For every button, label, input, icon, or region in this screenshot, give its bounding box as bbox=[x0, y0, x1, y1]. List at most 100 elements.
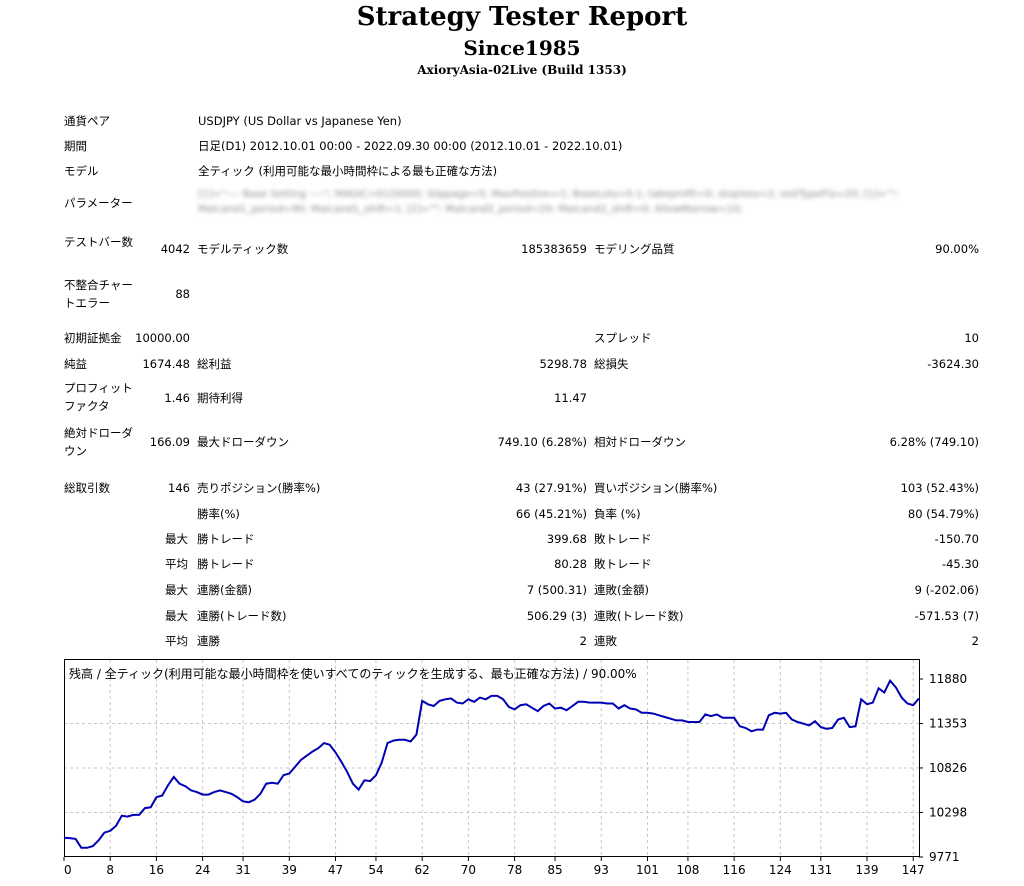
x-tick-label: 47 bbox=[328, 863, 343, 877]
y-tick-label: 11880 bbox=[929, 672, 967, 686]
y-tick-label: 10298 bbox=[929, 806, 967, 820]
x-tick-label: 54 bbox=[368, 863, 383, 877]
spread-value: 10 bbox=[964, 331, 979, 345]
largest-loss-value: -150.70 bbox=[934, 532, 979, 546]
parameters-value-blurred: [1]="---- Base Setting ----"; MAGIC=0120… bbox=[198, 187, 958, 221]
profit-factor-value: 1.46 bbox=[164, 391, 190, 405]
max-drawdown-value: 749.10 (6.28%) bbox=[497, 435, 587, 449]
avg-consec-prefix: 平均 bbox=[165, 634, 188, 648]
absolute-drawdown-label: 絶対ドローダウン bbox=[64, 426, 133, 458]
largest-profit-label: 勝トレード bbox=[197, 532, 255, 546]
profit-trades-label: 勝率(%) bbox=[197, 507, 240, 521]
loss-trades-value: 80 (54.79%) bbox=[907, 507, 979, 521]
largest-prefix: 最大 bbox=[165, 532, 188, 546]
quality-value: 90.00% bbox=[935, 242, 979, 256]
x-tick-label: 139 bbox=[856, 863, 879, 877]
ticks-value: 185383659 bbox=[521, 242, 587, 256]
x-tick-label: 116 bbox=[723, 863, 746, 877]
spread-label: スプレッド bbox=[594, 331, 652, 345]
average-prefix: 平均 bbox=[165, 557, 188, 571]
max-consec-count-prefix: 最大 bbox=[165, 609, 188, 623]
avg-consec-wins-value: 2 bbox=[579, 634, 587, 648]
largest-loss-label: 敗トレード bbox=[594, 532, 652, 546]
period-value: 日足(D1) 2012.10.01 00:00 - 2022.09.30 00:… bbox=[198, 139, 623, 153]
x-tick-label: 108 bbox=[676, 863, 699, 877]
mismatch-label: 不整合チャートエラー bbox=[64, 278, 133, 310]
deposit-value: 10000.00 bbox=[135, 331, 190, 345]
chart-frame bbox=[64, 659, 920, 857]
expected-payoff-label: 期待利得 bbox=[197, 391, 243, 405]
x-tick-label: 39 bbox=[282, 863, 297, 877]
relative-drawdown-value: 6.28% (749.10) bbox=[889, 435, 979, 449]
total-trades-value: 146 bbox=[168, 481, 190, 495]
largest-profit-value: 399.68 bbox=[546, 532, 587, 546]
x-tick-label: 85 bbox=[547, 863, 562, 877]
x-tick-label: 24 bbox=[195, 863, 210, 877]
bars-value: 4042 bbox=[160, 242, 190, 256]
y-tick-label: 11353 bbox=[929, 716, 967, 730]
max-consec-profit-value: 506.29 (3) bbox=[526, 609, 587, 623]
x-tick-label: 101 bbox=[636, 863, 659, 877]
parameters-line-1: [1]="---- Base Setting ----"; MAGIC=0120… bbox=[198, 189, 900, 200]
y-tick-label: 10826 bbox=[929, 761, 967, 775]
gross-loss-label: 総損失 bbox=[594, 357, 629, 371]
gross-profit-value: 5298.78 bbox=[539, 357, 587, 371]
deposit-label: 初期証拠金 bbox=[64, 331, 122, 345]
x-tick-label: 16 bbox=[149, 863, 164, 877]
model-value: 全ティック (利用可能な最小時間枠による最も正確な方法) bbox=[198, 164, 498, 178]
max-consec-wins-label: 連勝(金額) bbox=[197, 583, 252, 597]
x-axis-ticks: 0 8 16 24 31 39 47 54 62 70 78 85 93 101 108 116 124 131 1… bbox=[63, 857, 925, 877]
ticks-label: モデルティック数 bbox=[197, 242, 289, 256]
chart-title: 残高 / 全ティック(利用可能な最小時間枠を使いすべてのティックを生成する、最も… bbox=[69, 666, 637, 681]
long-positions-value: 103 (52.43%) bbox=[900, 481, 979, 495]
long-positions-label: 買いポジション(勝率%) bbox=[594, 481, 718, 495]
average-profit-label: 勝トレード bbox=[197, 557, 255, 571]
x-tick-label: 31 bbox=[235, 863, 250, 877]
bars-label: テストバー数 bbox=[64, 235, 133, 249]
x-tick-label: 70 bbox=[461, 863, 476, 877]
relative-drawdown-label: 相対ドローダウン bbox=[594, 435, 686, 449]
x-tick-label: 147 bbox=[902, 863, 925, 877]
max-consec-loss-count-label: 連敗(トレード数) bbox=[594, 609, 684, 623]
quality-label: モデリング品質 bbox=[594, 242, 675, 256]
gross-profit-label: 総利益 bbox=[197, 357, 232, 371]
y-tick-label: 9771 bbox=[929, 850, 960, 864]
avg-consec-losses-label: 連敗 bbox=[594, 634, 617, 648]
total-trades-label: 総取引数 bbox=[64, 481, 110, 495]
x-tick-label: 78 bbox=[507, 863, 522, 877]
server-build: AxioryAsia-02Live (Build 1353) bbox=[417, 63, 627, 77]
symbol-value: USDJPY (US Dollar vs Japanese Yen) bbox=[198, 114, 402, 128]
report-title: Strategy Tester Report bbox=[356, 2, 688, 32]
symbol-label: 通貨ペア bbox=[64, 114, 110, 128]
period-label: 期間 bbox=[64, 139, 87, 153]
avg-consec-wins-label: 連勝 bbox=[197, 634, 220, 648]
parameters-line-2: MaIcand1_period=90; MaIcand1_shift=1; [2… bbox=[198, 204, 743, 215]
x-tick-label: 8 bbox=[106, 863, 114, 877]
y-axis-ticks: 9771 10298 10826 11353 11880 bbox=[919, 672, 967, 864]
parameters-label: パラメーター bbox=[64, 196, 133, 210]
max-consec-wins-value: 7 (500.31) bbox=[526, 583, 587, 597]
net-profit-label: 純益 bbox=[64, 357, 87, 371]
chart-grid bbox=[64, 660, 919, 857]
loss-trades-label: 負率 (%) bbox=[594, 507, 641, 521]
max-consec-loss-count-value: -571.53 (7) bbox=[914, 609, 979, 623]
balance-chart: 残高 / 全ティック(利用可能な最小時間枠を使いすべてのティックを生成する、最も… bbox=[63, 659, 967, 877]
max-consec-prefix: 最大 bbox=[165, 583, 188, 597]
account-name: Since1985 bbox=[463, 36, 581, 60]
mismatch-value: 88 bbox=[175, 287, 190, 301]
balance-line bbox=[63, 678, 920, 849]
profit-trades-value: 66 (45.21%) bbox=[515, 507, 587, 521]
profit-factor-label: プロフィットファクタ bbox=[64, 381, 133, 413]
average-loss-label: 敗トレード bbox=[594, 557, 652, 571]
avg-consec-losses-value: 2 bbox=[971, 634, 979, 648]
max-consec-losses-value: 9 (-202.06) bbox=[914, 583, 979, 597]
x-tick-label: 0 bbox=[64, 863, 72, 877]
average-loss-value: -45.30 bbox=[941, 557, 979, 571]
max-consec-losses-label: 連敗(金額) bbox=[594, 583, 649, 597]
short-positions-label: 売りポジション(勝率%) bbox=[197, 481, 321, 495]
max-consec-profit-label: 連勝(トレード数) bbox=[197, 609, 287, 623]
gross-loss-value: -3624.30 bbox=[927, 357, 979, 371]
x-tick-label: 131 bbox=[809, 863, 832, 877]
average-profit-value: 80.28 bbox=[554, 557, 587, 571]
model-label: モデル bbox=[64, 164, 99, 178]
